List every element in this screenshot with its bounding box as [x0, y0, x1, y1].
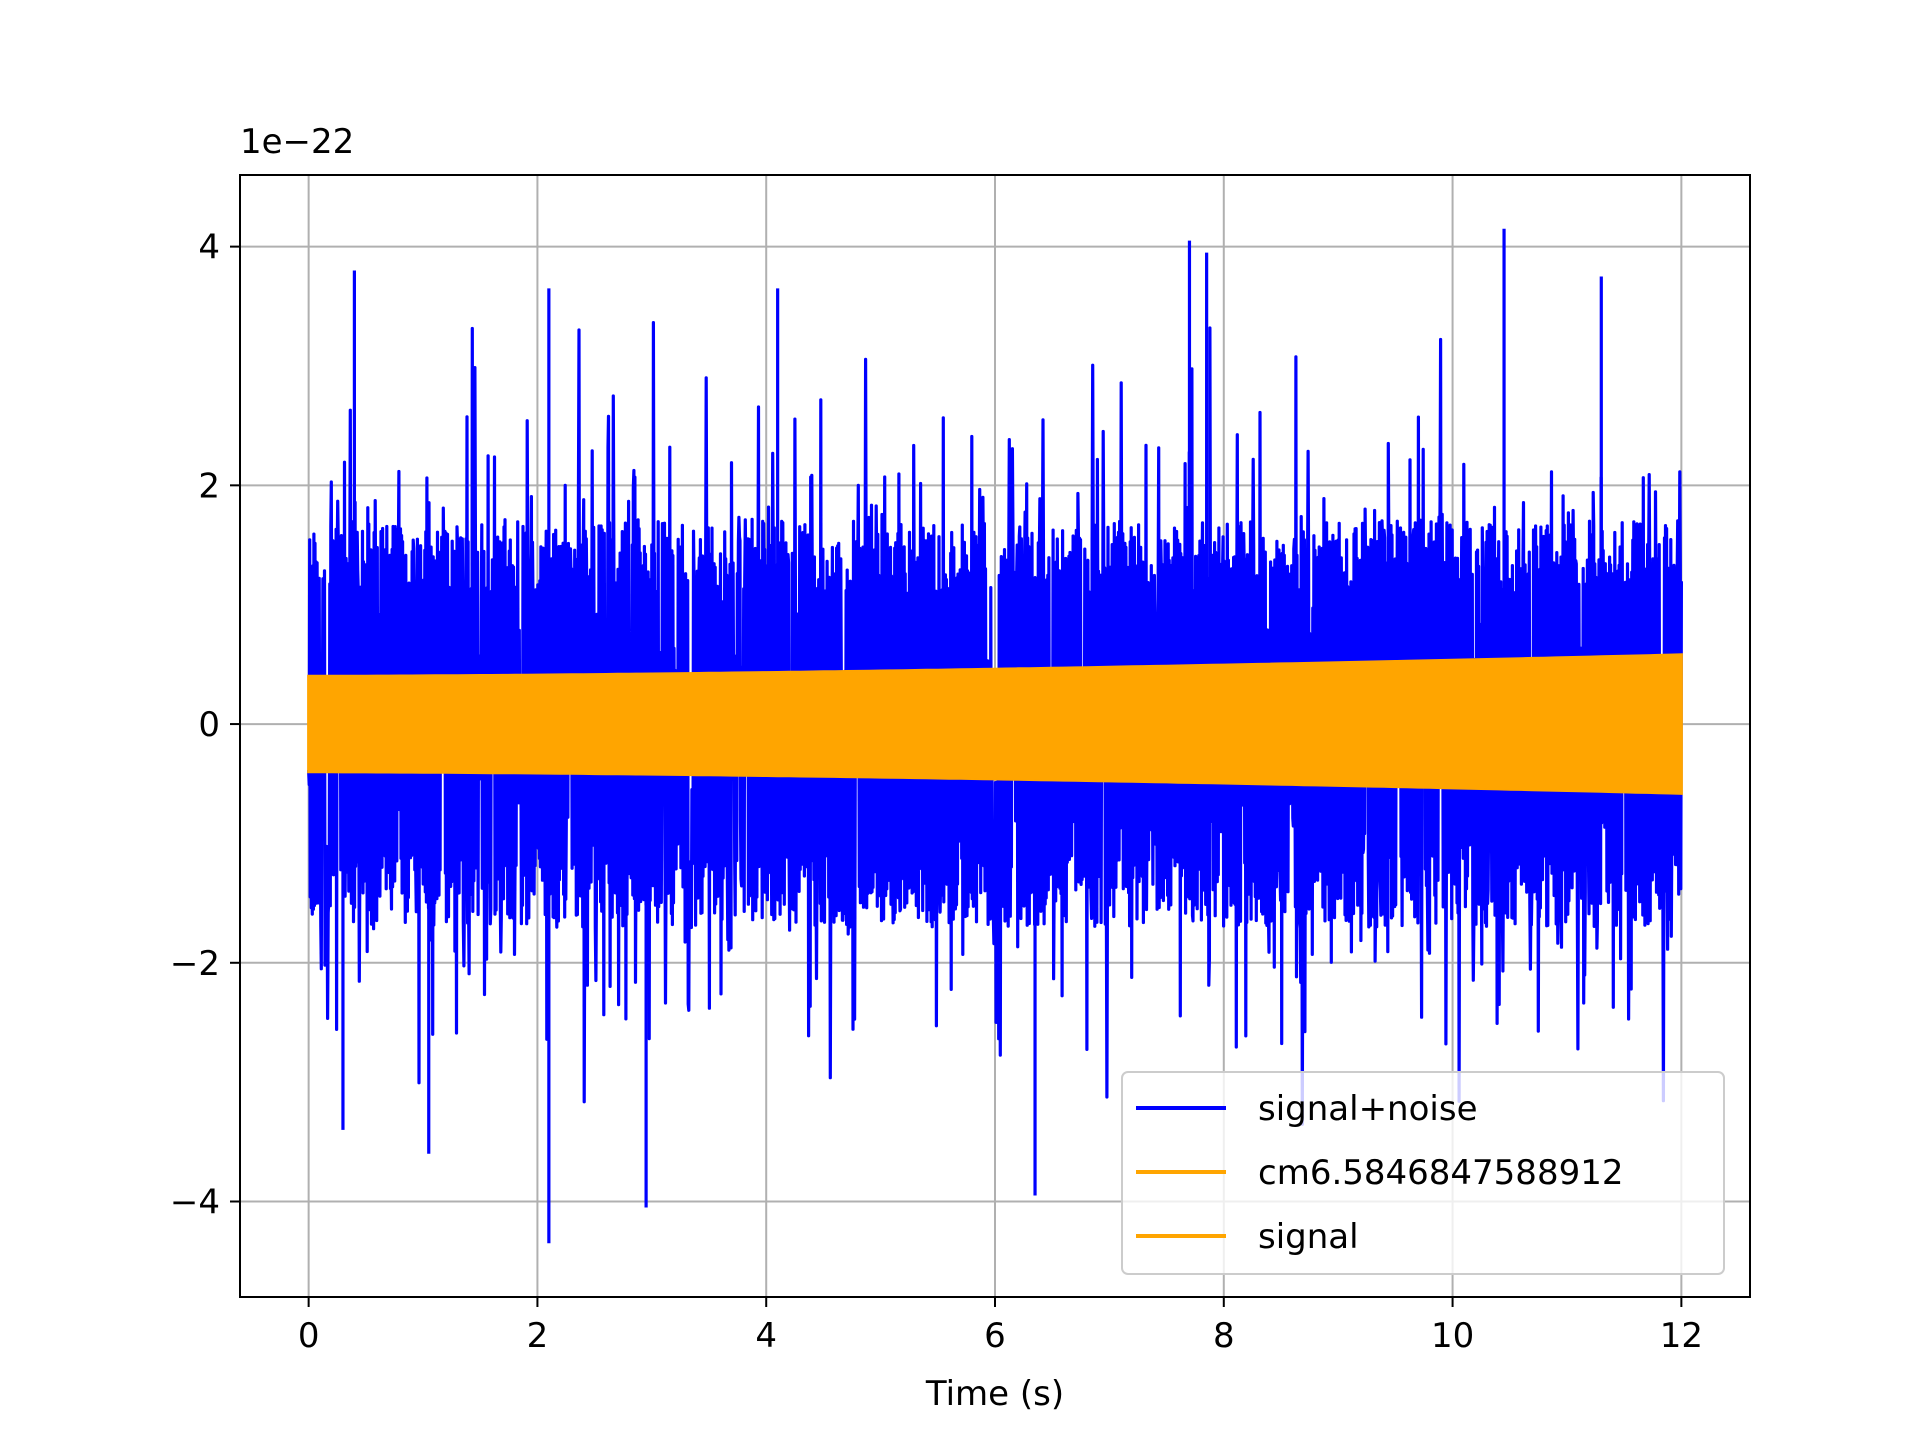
x-tick-label: 2	[527, 1316, 549, 1356]
x-tick-label: 10	[1431, 1316, 1474, 1356]
legend-label: cm6.5846847588912	[1258, 1153, 1623, 1193]
x-axis-label: Time (s)	[925, 1374, 1064, 1414]
x-tick-label: 0	[298, 1316, 320, 1356]
y-tick-label: 0	[198, 705, 220, 745]
plot-area	[307, 228, 1683, 1244]
x-tick-label: 4	[755, 1316, 777, 1356]
y-tick-label: −2	[170, 944, 220, 984]
x-tick-label: 12	[1660, 1316, 1703, 1356]
legend-box	[1121, 1071, 1725, 1275]
legend: signal+noise cm6.5846847588912 signal	[1121, 1071, 1725, 1275]
ticks: 0 2 4 6 8 10 12 −4 −2 0 2 4	[170, 228, 1703, 1356]
y-offset-text: 1e−22	[240, 122, 354, 162]
y-tick-label: −4	[170, 1183, 220, 1223]
legend-label: signal+noise	[1258, 1089, 1478, 1129]
legend-label: signal	[1258, 1217, 1359, 1257]
series-signal-line	[307, 654, 1683, 794]
x-tick-label: 6	[984, 1316, 1006, 1356]
y-tick-label: 2	[198, 466, 220, 506]
x-tick-label: 8	[1213, 1316, 1235, 1356]
y-tick-label: 4	[198, 228, 220, 268]
